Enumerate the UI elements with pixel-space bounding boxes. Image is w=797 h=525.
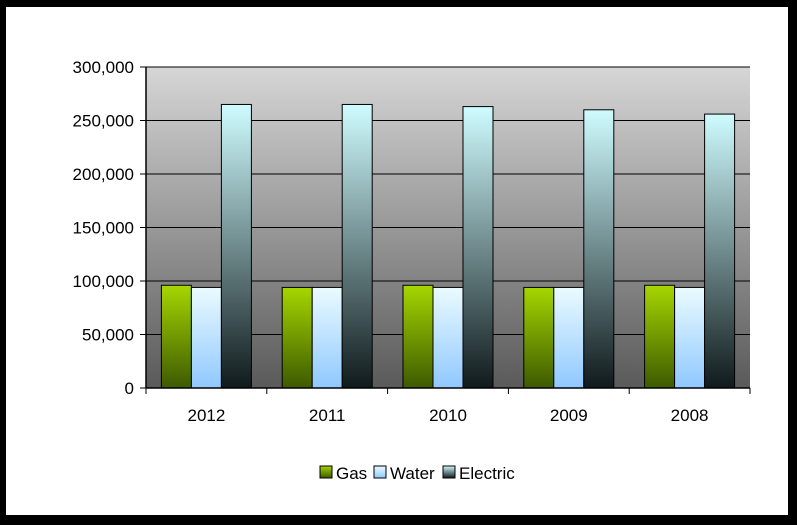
y-tick-label: 300,000 xyxy=(73,58,134,77)
bar-gas-2008 xyxy=(644,284,676,389)
x-tick-label: 2008 xyxy=(671,406,709,425)
x-tick-label: 2011 xyxy=(309,406,346,425)
bar-gas-2011 xyxy=(281,286,313,389)
bar-gas-2012 xyxy=(160,284,192,389)
legend-label-electric: Electric xyxy=(459,464,515,483)
legend-swatch-gas xyxy=(319,465,333,479)
y-tick-label: 250,000 xyxy=(73,112,134,131)
y-tick-label: 200,000 xyxy=(73,165,134,184)
bar-water-2011 xyxy=(311,286,343,389)
y-tick-label: 100,000 xyxy=(73,272,134,291)
x-tick-label: 2010 xyxy=(429,406,467,425)
legend-swatch-electric xyxy=(442,465,456,479)
x-tick-label: 2009 xyxy=(550,406,588,425)
bar-electric-2011 xyxy=(341,103,373,389)
bar-gas-2010 xyxy=(402,284,434,389)
bars xyxy=(160,103,736,389)
axes: 0 50,000 100,000 150,000 200,000 250,000 300,0… xyxy=(73,58,751,425)
bar-electric-2010 xyxy=(462,106,494,389)
bar-water-2012 xyxy=(190,286,222,389)
bar-water-2009 xyxy=(553,286,585,389)
bar-electric-2012 xyxy=(220,103,252,389)
legend: Gas Water Electric xyxy=(319,464,515,483)
bar-water-2010 xyxy=(432,286,464,389)
y-tick-label: 50,000 xyxy=(82,326,134,345)
bar-chart: 0 50,000 100,000 150,000 200,000 250,000 300,0… xyxy=(6,7,788,515)
bar-gas-2009 xyxy=(523,286,555,389)
legend-label-gas: Gas xyxy=(336,464,367,483)
x-tick-label: 2012 xyxy=(187,406,225,425)
bar-electric-2008 xyxy=(704,113,736,389)
legend-swatch-water xyxy=(373,465,387,479)
legend-label-water: Water xyxy=(390,464,435,483)
y-tick-label: 150,000 xyxy=(73,219,134,238)
bar-electric-2009 xyxy=(583,109,615,389)
y-tick-label: 0 xyxy=(125,379,134,398)
bar-water-2008 xyxy=(674,286,706,389)
